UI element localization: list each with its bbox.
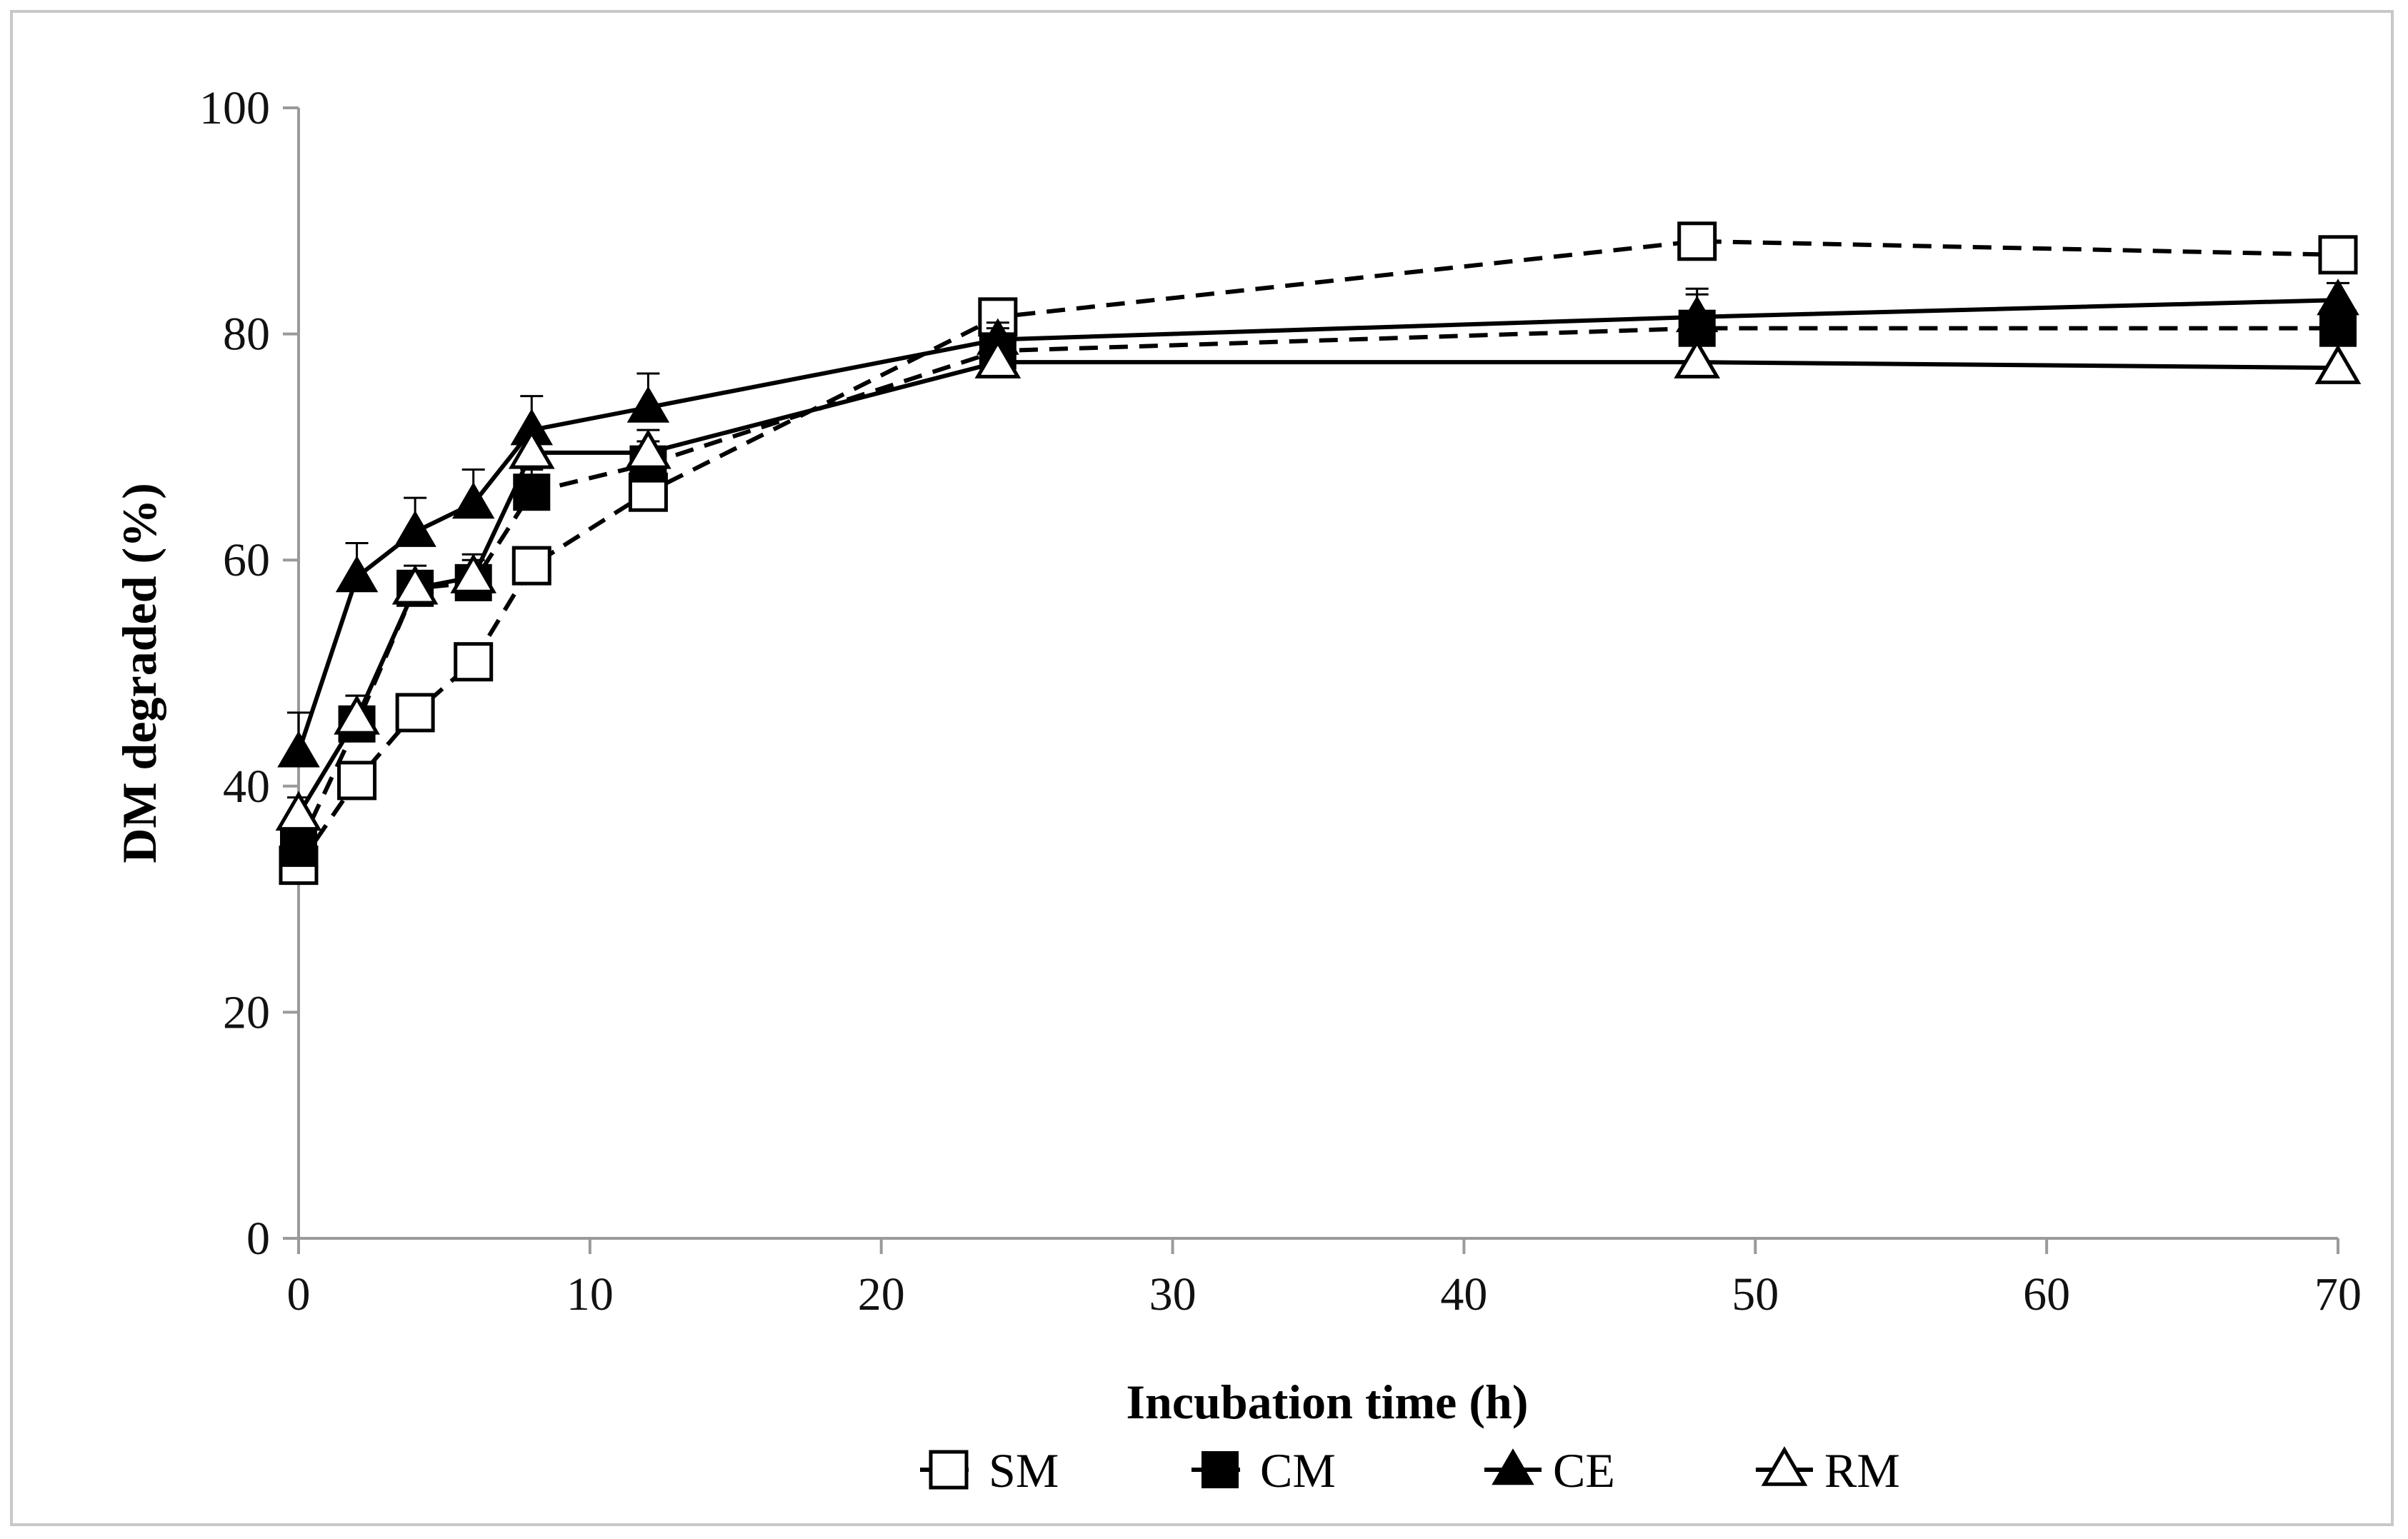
legend-marker xyxy=(1492,1448,1534,1485)
data-point xyxy=(280,829,317,867)
legend-marker xyxy=(929,1450,969,1490)
y-tick-label: 80 xyxy=(223,309,270,361)
x-tick-label: 40 xyxy=(1440,1268,1487,1320)
legend: SM CM CE RM xyxy=(920,1443,1900,1498)
y-tick-label: 0 xyxy=(246,1213,270,1265)
data-point xyxy=(277,731,320,768)
data-point xyxy=(334,694,380,735)
x-tick-label: 50 xyxy=(1732,1268,1779,1320)
data-point xyxy=(511,546,551,586)
data-point xyxy=(625,428,671,469)
data-point xyxy=(391,564,439,605)
x-axis-title: Incubation time (h) xyxy=(1126,1375,1529,1429)
series-line xyxy=(296,326,2338,850)
data-point xyxy=(1674,339,1721,379)
y-tick-label: 20 xyxy=(223,986,270,1038)
data-point xyxy=(508,428,555,469)
x-tick-label: 20 xyxy=(858,1268,905,1320)
x-tick-label: 60 xyxy=(2023,1268,2070,1320)
y-axis-title: DM degraded (%) xyxy=(112,483,166,863)
series-rm xyxy=(275,339,2362,831)
legend-marker xyxy=(1201,1451,1239,1488)
legend-item-cm: CM xyxy=(1191,1443,1336,1498)
chart-svg: 0 20 40 60 80 100 0 10 20 30 40 50 60 70 Incubation t… xyxy=(112,82,2362,1498)
data-point xyxy=(394,510,436,547)
legend-label: SM xyxy=(989,1443,1059,1498)
data-point xyxy=(337,761,377,801)
data-point xyxy=(626,386,670,423)
data-point xyxy=(2319,309,2357,347)
data-point xyxy=(2314,344,2362,384)
series-sm xyxy=(279,221,2358,886)
x-tick-label: 70 xyxy=(2314,1268,2362,1320)
data-point xyxy=(1677,221,1717,261)
data-point xyxy=(974,339,1021,379)
chart-frame: 0 20 40 60 80 100 0 10 20 30 40 50 60 70 Incubation t… xyxy=(10,10,2394,1526)
legend-label: CM xyxy=(1260,1443,1336,1498)
y-tick-label: 60 xyxy=(223,534,270,586)
series-layer xyxy=(275,221,2362,886)
data-point xyxy=(395,693,435,733)
data-point xyxy=(450,553,497,593)
y-tick-label: 100 xyxy=(199,82,270,134)
legend-item-ce: CE xyxy=(1484,1443,1615,1498)
x-tick-label: 30 xyxy=(1149,1268,1196,1320)
x-tick-label: 10 xyxy=(566,1268,614,1320)
data-point xyxy=(2318,235,2358,275)
data-point xyxy=(335,556,379,593)
series-ce xyxy=(277,279,2359,768)
legend-item-sm: SM xyxy=(920,1443,1059,1498)
series-line xyxy=(296,360,2339,816)
x-tick-label: 0 xyxy=(287,1268,311,1320)
series-cm xyxy=(280,287,2357,867)
data-point xyxy=(275,791,322,831)
axes: 0 20 40 60 80 100 0 10 20 30 40 50 60 70 xyxy=(199,82,2362,1320)
legend-label: RM xyxy=(1824,1443,1900,1498)
series-line xyxy=(296,298,2339,753)
legend-marker xyxy=(1761,1446,1808,1486)
data-point xyxy=(2317,279,2359,316)
y-tick-label: 40 xyxy=(223,761,270,813)
series-line xyxy=(296,239,2339,867)
legend-item-rm: RM xyxy=(1756,1443,1900,1498)
legend-label: CE xyxy=(1553,1443,1615,1498)
data-point xyxy=(454,642,494,682)
data-point xyxy=(451,482,495,519)
data-point xyxy=(1675,295,1719,333)
